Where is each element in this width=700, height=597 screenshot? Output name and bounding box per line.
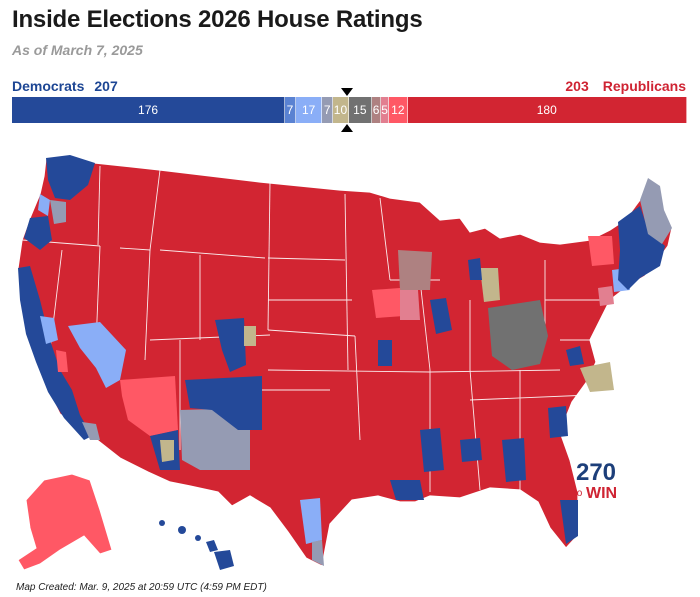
rating-segment-likely-democratic[interactable]: 7 [285, 97, 296, 123]
page-title: Inside Elections 2026 House Ratings [12, 6, 423, 33]
mississippi-dem[interactable] [420, 428, 444, 472]
rating-segment-tilt-republican[interactable]: 6 [371, 97, 382, 123]
nevada-lean-dem[interactable] [68, 322, 126, 388]
michigan-dem[interactable] [468, 258, 482, 280]
virginia-tossup[interactable] [580, 362, 614, 392]
california-lean-dem[interactable] [40, 316, 58, 344]
new-mexico-dem[interactable] [185, 376, 262, 430]
alaska-likely-rep[interactable] [17, 473, 113, 571]
majority-marker-top [341, 88, 353, 96]
arizona-tossup[interactable] [160, 440, 174, 462]
rating-segment-safe-republican[interactable]: 180 [407, 97, 687, 123]
rating-segment-likely-republican[interactable]: 12 [389, 97, 408, 123]
california-tilt-dem[interactable] [82, 422, 100, 440]
california-likely-rep[interactable] [56, 350, 68, 372]
northeast-dem[interactable] [618, 206, 665, 290]
colorado-tossup[interactable] [244, 326, 256, 346]
arizona-likely-rep[interactable] [120, 376, 178, 436]
democrats-total: Democrats 207 [12, 78, 128, 94]
ohio-undetermined[interactable] [488, 300, 548, 370]
us-house-map[interactable] [0, 140, 700, 580]
majority-marker-bottom [341, 124, 353, 132]
washington-tilt-dem[interactable] [50, 200, 66, 224]
republicans-count: 203 [565, 78, 589, 94]
virginia-dem[interactable] [566, 346, 584, 366]
alabama-dem[interactable] [460, 438, 482, 462]
washington-lean-dem[interactable] [38, 194, 50, 216]
wisconsin-tilt-rep[interactable] [398, 250, 432, 290]
ratings-bar: 176 7 17 7 10 15 6 5 12 180 [12, 97, 687, 123]
maine-tilt-dem[interactable] [640, 178, 672, 244]
as-of-date: As of March 7, 2025 [12, 42, 143, 58]
logo-win: WIN [586, 485, 617, 502]
illinois-dem[interactable] [430, 298, 452, 334]
florida-dem[interactable] [560, 500, 578, 544]
colorado-dem[interactable] [215, 318, 246, 372]
rating-segment-ohio-undetermined[interactable]: 15 [348, 97, 372, 123]
logo-to: to [574, 488, 583, 499]
missouri-dem[interactable] [378, 340, 392, 366]
democrats-count: 207 [94, 78, 118, 94]
rating-segment-toss-up[interactable]: 10 [333, 97, 349, 123]
south-carolina-dem[interactable] [548, 406, 568, 438]
hawaii-dem[interactable] [159, 520, 234, 570]
pennsylvania-lean-rep[interactable] [598, 286, 614, 306]
rating-segment-safe-democratic[interactable]: 176 [12, 97, 286, 123]
iowa-likely-rep[interactable] [372, 288, 404, 318]
louisiana-dem[interactable] [390, 480, 424, 500]
iowa-lean-rep[interactable] [400, 290, 420, 320]
map-created-note: Map Created: Mar. 9, 2025 at 20:59 UTC (… [16, 582, 267, 593]
270-to-win-logo[interactable]: 270 to WIN [568, 458, 624, 502]
rating-segment-lean-democratic[interactable]: 17 [295, 97, 323, 123]
california-coast-dem[interactable] [18, 266, 92, 440]
democrats-label: Democrats [12, 78, 85, 94]
texas-lean-dem[interactable] [300, 498, 322, 544]
pacific-northwest-dem[interactable] [46, 155, 95, 200]
republicans-total: 203 Republicans [565, 78, 686, 94]
georgia-dem[interactable] [502, 438, 526, 482]
oregon-coast-dem[interactable] [24, 216, 52, 250]
rating-segment-tilt-democratic[interactable]: 7 [322, 97, 334, 123]
michigan-tossup[interactable] [480, 268, 500, 302]
rating-segment-lean-republican[interactable]: 5 [381, 97, 390, 123]
republicans-label: Republicans [602, 78, 686, 94]
logo-number: 270 [576, 459, 616, 486]
new-york-likely-rep[interactable] [588, 236, 614, 266]
texas-tilt-dem[interactable] [312, 540, 324, 566]
